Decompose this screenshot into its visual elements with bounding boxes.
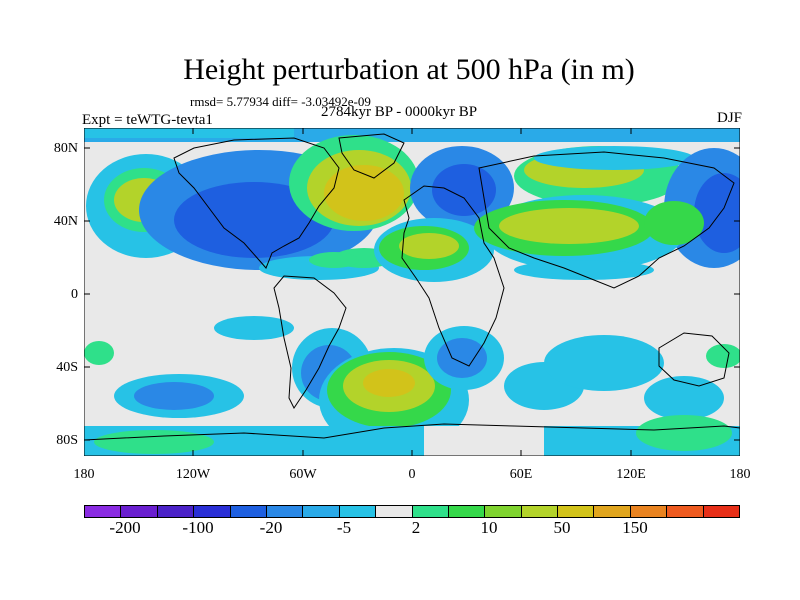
lon-label-180w: 180 (73, 467, 95, 482)
contour-fields (84, 128, 740, 456)
colorbar-label: 50 (553, 518, 571, 537)
colorbar-cell (121, 506, 158, 517)
colorbar-cell (194, 506, 231, 517)
lat-label-eq: 0 (71, 287, 78, 302)
lon-label-120w: 120W (175, 467, 211, 482)
colorbar-label: 10 (480, 518, 498, 537)
coastlines (84, 133, 740, 441)
stats-line: rmsd= 5.77934 diff= -3.03492e-09 (190, 94, 371, 109)
axis-ticks (84, 128, 740, 456)
lon-label-0: 0 (408, 467, 416, 482)
lat-label-40n: 40N (53, 214, 78, 229)
colorbar-cell (630, 506, 668, 517)
colorbar-cell (667, 506, 704, 517)
map-title: Height perturbation at 500 hPa (in m) (183, 53, 635, 86)
colorbar-cell (412, 506, 449, 517)
colorbar-cell (485, 506, 522, 517)
experiment-label: Expt = teWTG-tevta1 (82, 112, 213, 128)
lon-label-60e: 60E (509, 467, 533, 482)
lat-label-80s: 80S (56, 433, 78, 448)
colorbar-cell (521, 506, 559, 517)
lon-label-60w: 60W (289, 467, 317, 482)
lat-label-40s: 40S (56, 360, 78, 375)
colorbar-cell (339, 506, 377, 517)
colorbar-cell (703, 506, 740, 517)
colorbar-cell (230, 506, 267, 517)
colorbar-cell (376, 506, 413, 517)
colorbar-label: 2 (411, 518, 421, 537)
colorbar-label: -20 (259, 518, 283, 537)
colorbar-cell (157, 506, 195, 517)
colorbar (84, 505, 740, 518)
season-label: DJF (716, 110, 742, 126)
colorbar-label: -100 (182, 518, 214, 537)
colorbar-label: 150 (622, 518, 648, 537)
colorbar-cell (594, 506, 631, 517)
period-label: 2784kyr BP - 0000kyr BP (321, 104, 478, 120)
colorbar-cell (266, 506, 304, 517)
colorbar-cell (448, 506, 486, 517)
colorbar-label: -5 (336, 518, 352, 537)
contour-map (84, 128, 740, 456)
colorbar-cell (85, 506, 122, 517)
map-panel (84, 128, 740, 456)
colorbar-cell (558, 506, 595, 517)
lon-label-180e: 180 (729, 467, 751, 482)
lat-label-80n: 80N (53, 141, 78, 156)
colorbar-cell (303, 506, 340, 517)
colorbar-label: -200 (109, 518, 141, 537)
lon-label-120e: 120E (616, 467, 646, 482)
